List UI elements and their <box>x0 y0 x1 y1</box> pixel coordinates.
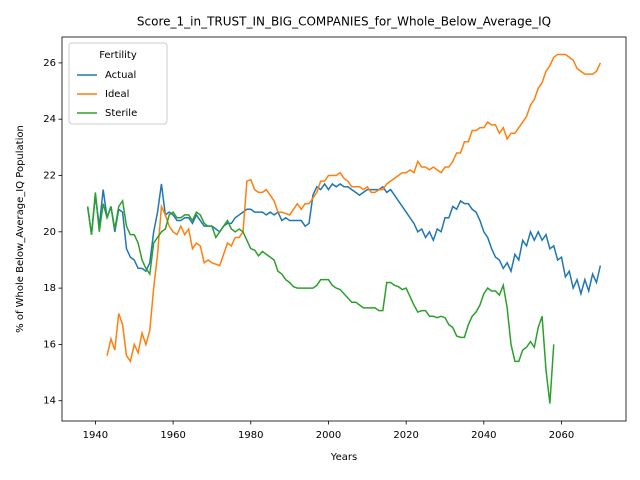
y-tick-label: 26 <box>43 58 56 69</box>
y-tick-label: 20 <box>43 227 56 238</box>
legend-box <box>68 42 168 125</box>
legend-title: Fertility <box>99 50 137 61</box>
x-tick-label: 2040 <box>471 430 496 441</box>
legend-label: Sterile <box>105 108 137 119</box>
legend-label: Actual <box>105 70 136 81</box>
legend-label: Ideal <box>105 89 129 100</box>
y-tick-label: 24 <box>43 114 56 125</box>
y-tick-label: 16 <box>43 339 56 350</box>
line <box>86 182 602 297</box>
x-tick-label: 1940 <box>83 430 108 441</box>
x-tick-label: 2020 <box>393 430 418 441</box>
x-axis-label: Years <box>330 452 357 463</box>
x-tick-label: 2000 <box>316 430 341 441</box>
y-tick-label: 22 <box>43 171 56 182</box>
x-tick-label: 1960 <box>160 430 185 441</box>
x-tick-label: 1980 <box>238 430 263 441</box>
y-tick-label: 18 <box>43 283 56 294</box>
y-axis-label: % of Whole Below_Average_IQ Population <box>15 125 26 333</box>
chart-title: Score_1_in_TRUST_IN_BIG_COMPANIES_for_Wh… <box>137 15 551 29</box>
line <box>86 192 555 404</box>
y-tick-label: 14 <box>43 396 56 407</box>
line <box>106 53 602 364</box>
x-tick-label: 2060 <box>549 430 574 441</box>
plot-frame <box>61 36 627 422</box>
